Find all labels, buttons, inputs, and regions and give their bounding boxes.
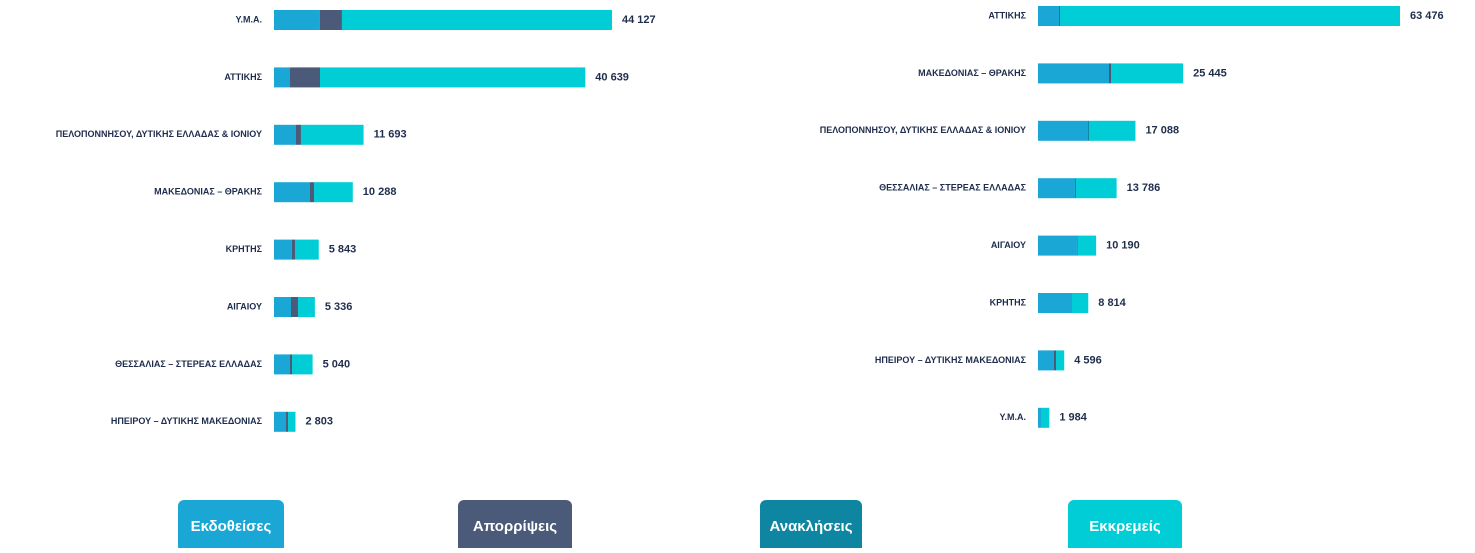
bar-segment: [274, 239, 293, 260]
bar-segment: [286, 411, 289, 432]
bar-segment: [1055, 350, 1065, 371]
legend-label: Απορρίψεις: [473, 518, 557, 535]
bar-segment: [1087, 120, 1089, 141]
total-label: 5 843: [329, 244, 357, 256]
bar-segment: [295, 124, 301, 145]
total-label: 10 288: [363, 186, 397, 198]
bar-segment: [1038, 63, 1110, 84]
total-label: 5 336: [325, 301, 353, 313]
total-label: 63 476: [1410, 10, 1444, 22]
total-label: 10 190: [1106, 240, 1140, 252]
bar-segment: [1076, 235, 1078, 256]
bar-segment: [310, 182, 314, 203]
bar-segment: [274, 182, 311, 203]
legend-label: Εκδοθείσες: [191, 518, 272, 535]
bar-segment: [1071, 293, 1089, 313]
bar-segment: [1038, 293, 1071, 313]
bar-segment: [1040, 407, 1050, 428]
bar-segment: [1038, 407, 1041, 428]
total-label: 40 639: [595, 71, 629, 83]
legend-box: [458, 500, 572, 548]
bar-segment: [297, 297, 315, 317]
bar-segment: [1038, 235, 1077, 256]
bar-segment: [288, 411, 296, 432]
total-label: 4 596: [1074, 354, 1102, 366]
total-label: 25 445: [1193, 67, 1227, 79]
total-label: 44 127: [622, 14, 656, 26]
bar-segment: [319, 10, 342, 30]
total-label: 11 693: [374, 129, 407, 141]
bar-segment: [274, 354, 291, 375]
bar-segment: [1075, 178, 1117, 199]
bar-segment: [274, 411, 287, 432]
total-label: 17 088: [1145, 125, 1179, 137]
bar-segment: [294, 239, 319, 260]
total-label: 2 803: [305, 416, 333, 428]
bar-segment: [292, 354, 313, 375]
bar-segment: [1038, 350, 1054, 371]
bar-segment: [313, 182, 353, 203]
bar-segment: [274, 124, 296, 145]
category-label: ΗΠΕΙΡΟΥ – ΔΥΤΙΚΗΣ ΜΑΚΕΔΟΝΙΑΣ: [111, 416, 263, 426]
legend-label: Ανακλήσεις: [769, 518, 852, 535]
category-label: ΘΕΣΣΑΛΙΑΣ – ΣΤΕΡΕΑΣ ΕΛΛΑΔΑΣ: [115, 359, 262, 369]
bar-segment: [292, 239, 295, 260]
bar-segment: [1110, 63, 1184, 84]
legend-box: [178, 500, 284, 548]
total-label: 13 786: [1127, 182, 1161, 194]
category-label: Υ.Μ.Α.: [235, 14, 262, 24]
bar-segment: [1070, 293, 1072, 313]
bar-segment: [1088, 120, 1136, 141]
bar-segment: [1058, 6, 1060, 26]
total-label: 1 984: [1059, 412, 1087, 424]
legend-box: [760, 500, 862, 548]
bar-segment: [1059, 6, 1400, 26]
category-label: Υ.Μ.Α.: [999, 412, 1026, 422]
category-label: ΚΡΗΤΗΣ: [990, 297, 1027, 307]
bar-segment: [1038, 6, 1059, 26]
bar-segment: [341, 10, 612, 30]
category-label: ΗΠΕΙΡΟΥ – ΔΥΤΙΚΗΣ ΜΑΚΕΔΟΝΙΑΣ: [875, 355, 1027, 365]
category-label: ΜΑΚΕΔΟΝΙΑΣ – ΘΡΑΚΗΣ: [918, 68, 1026, 78]
bar-segment: [1077, 235, 1097, 256]
category-label: ΠΕΛΟΠΟΝΝΗΣΟΥ, ΔΥΤΙΚΗΣ ΕΛΛΑΔΑΣ & ΙΟΝΙΟΥ: [56, 129, 262, 139]
total-label: 8 814: [1098, 297, 1126, 309]
bar-segment: [1038, 178, 1075, 199]
category-label: ΜΑΚΕΔΟΝΙΑΣ – ΘΡΑΚΗΣ: [154, 187, 262, 197]
bar-segment: [1109, 63, 1111, 84]
bar-segment: [274, 67, 291, 88]
category-label: ΑΙΓΑΙΟΥ: [991, 240, 1026, 250]
category-label: ΘΕΣΣΑΛΙΑΣ – ΣΤΕΡΕΑΣ ΕΛΛΑΔΑΣ: [879, 183, 1026, 193]
total-label: 5 040: [323, 358, 351, 370]
category-label: ΠΕΛΟΠΟΝΝΗΣΟΥ, ΔΥΤΙΚΗΣ ΕΛΛΑΔΑΣ & ΙΟΝΙΟΥ: [820, 125, 1026, 135]
category-label: ΑΤΤΙΚΗΣ: [988, 10, 1026, 20]
bar-segment: [1074, 178, 1076, 199]
bar-segment: [290, 354, 293, 375]
bar-segment: [319, 67, 586, 88]
legend-label: Εκκρεμείς: [1089, 518, 1161, 535]
category-label: ΚΡΗΤΗΣ: [226, 244, 263, 254]
category-label: ΑΙΓΑΙΟΥ: [227, 301, 262, 311]
bar-segment: [274, 10, 320, 30]
bar-segment: [274, 297, 292, 317]
legend-box: [1068, 500, 1182, 548]
bar-segment: [290, 67, 320, 88]
bar-segment: [1053, 350, 1056, 371]
bar-segment: [291, 297, 298, 317]
bar-segment: [300, 124, 364, 145]
category-label: ΑΤΤΙΚΗΣ: [224, 72, 262, 82]
bar-segment: [1038, 120, 1088, 141]
